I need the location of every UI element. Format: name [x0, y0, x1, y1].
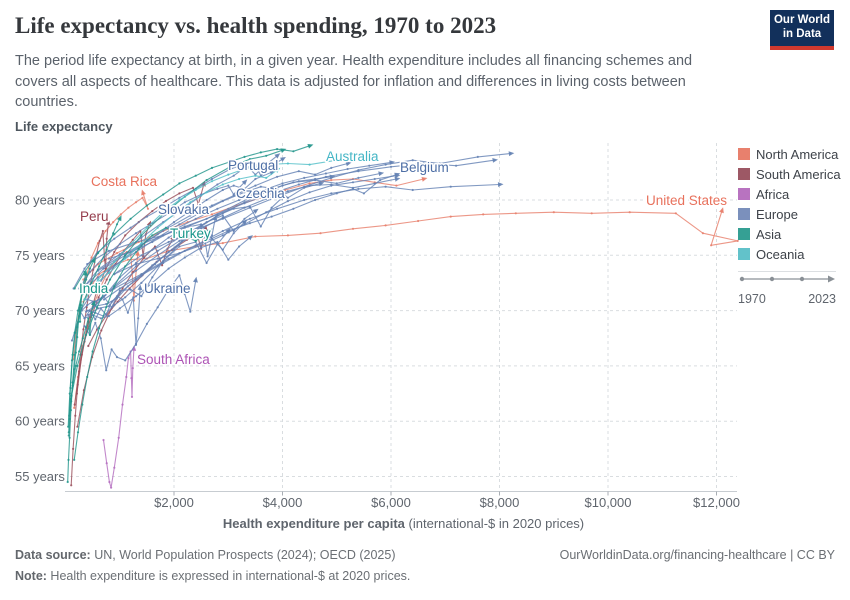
data-source-text: UN, World Population Prospects (2024); O…	[90, 548, 396, 562]
x-tick-label: $12,000	[693, 495, 740, 510]
legend-label: Asia	[756, 227, 782, 242]
series-denmark[interactable]	[113, 173, 401, 276]
country-label-australia[interactable]: Australia	[325, 148, 381, 166]
owid-logo[interactable]: Our World in Data	[770, 10, 834, 50]
x-tick-label: $4,000	[263, 495, 303, 510]
country-label-portugal[interactable]: Portugal	[227, 157, 280, 175]
owid-logo-line1: Our World	[773, 14, 830, 27]
legend-item-oceania[interactable]: Oceania	[738, 247, 843, 262]
x-tick-label: $10,000	[585, 495, 632, 510]
scatter-plot[interactable]: 55 years 60 years 65 years 70 years 75 years…	[0, 140, 850, 540]
legend-label: South America	[756, 167, 841, 182]
legend-swatch	[738, 228, 750, 240]
legend-item-north-america[interactable]: North America	[738, 147, 843, 162]
chart-footer: Data source: UN, World Population Prospe…	[15, 548, 835, 583]
owid-logo-line2: in Data	[782, 28, 822, 40]
gridlines: 55 years 60 years 65 years 70 years 75 years…	[15, 143, 737, 492]
series-new-zealand[interactable]	[81, 167, 281, 296]
x-tick-label: $6,000	[371, 495, 411, 510]
country-label-czechia[interactable]: Czechia	[235, 185, 287, 203]
y-tick-label: 70 years	[15, 303, 65, 318]
x-tick-label: $2,000	[154, 495, 194, 510]
country-labels-layer: United States Costa Rica Peru South Africa B…	[78, 148, 729, 369]
chart-subtitle: The period life expectancy at birth, in …	[15, 53, 693, 111]
legend-swatch	[738, 248, 750, 260]
note-label: Note:	[15, 569, 47, 583]
timeline-end[interactable]: 2023	[808, 292, 836, 306]
owid-link[interactable]: OurWorldinData.org/financing-healthcare …	[559, 548, 835, 562]
timeline-arrow[interactable]	[738, 272, 836, 286]
series-south-africa[interactable]	[102, 345, 137, 489]
legend-label: Oceania	[756, 247, 805, 262]
continent-legend: North America South America Africa Europe As…	[738, 147, 843, 306]
legend-swatch	[738, 188, 750, 200]
legend-item-asia[interactable]: Asia	[738, 227, 843, 242]
legend-item-africa[interactable]: Africa	[738, 187, 843, 202]
series-austria[interactable]	[91, 176, 401, 309]
legend-item-europe[interactable]: Europe	[738, 207, 843, 222]
series-vietnam[interactable]	[67, 257, 96, 428]
y-tick-label: 65 years	[15, 358, 65, 373]
legend-items: North America South America Africa Europe As…	[738, 147, 843, 262]
y-axis-title: Life expectancy	[15, 119, 113, 134]
country-label-belgium[interactable]: Belgium	[399, 159, 451, 177]
note-text: Health expenditure is expressed in inter…	[46, 569, 411, 583]
footer-note: Note: Health expenditure is expressed in…	[15, 569, 835, 583]
timeline-labels: 1970 2023	[738, 292, 836, 306]
x-axis: $2,000 $4,000 $6,000 $8,000 $10,000 $12,000 He…	[65, 491, 740, 531]
y-tick-label: 60 years	[15, 414, 65, 429]
country-label-india[interactable]: India	[78, 280, 111, 298]
page-title: Life expectancy vs. health spending, 197…	[15, 13, 497, 38]
x-tick-label: $8,000	[480, 495, 520, 510]
legend-swatch	[738, 168, 750, 180]
y-tick-label: 55 years	[15, 469, 65, 484]
timeline-start[interactable]: 1970	[738, 292, 766, 306]
legend-label: Africa	[756, 187, 790, 202]
country-label-turkey[interactable]: Turkey	[169, 225, 213, 243]
legend-item-south-america[interactable]: South America	[738, 167, 843, 182]
series-bangladesh[interactable]	[66, 270, 88, 484]
data-source-label: Data source:	[15, 548, 91, 562]
series-lithuania[interactable]	[86, 227, 231, 309]
legend-label: Europe	[756, 207, 798, 222]
legend-label: North America	[756, 147, 839, 162]
x-axis-title: Health expenditure per capita (internati…	[223, 516, 584, 531]
series-layer	[66, 144, 739, 489]
legend-divider	[738, 271, 836, 272]
series-australia[interactable]	[83, 152, 363, 301]
legend-swatch	[738, 148, 750, 160]
series-finland[interactable]	[91, 174, 336, 310]
country-label-peru[interactable]: Peru	[79, 208, 111, 226]
country-label-slovakia[interactable]: Slovakia	[157, 201, 212, 219]
y-tick-label: 75 years	[15, 248, 65, 263]
data-source: Data source: UN, World Population Prospe…	[15, 548, 396, 562]
country-label-ukraine[interactable]: Ukraine	[143, 280, 193, 298]
country-label-united-states[interactable]: United States	[645, 192, 729, 210]
series-turkey[interactable]	[73, 226, 213, 461]
legend-swatch	[738, 208, 750, 220]
series-japan[interactable]	[73, 144, 314, 290]
series-south-korea[interactable]	[70, 148, 287, 397]
country-label-costa-rica[interactable]: Costa Rica	[90, 173, 160, 191]
y-tick-label: 80 years	[15, 193, 65, 208]
country-label-south-africa[interactable]: South Africa	[136, 351, 212, 369]
